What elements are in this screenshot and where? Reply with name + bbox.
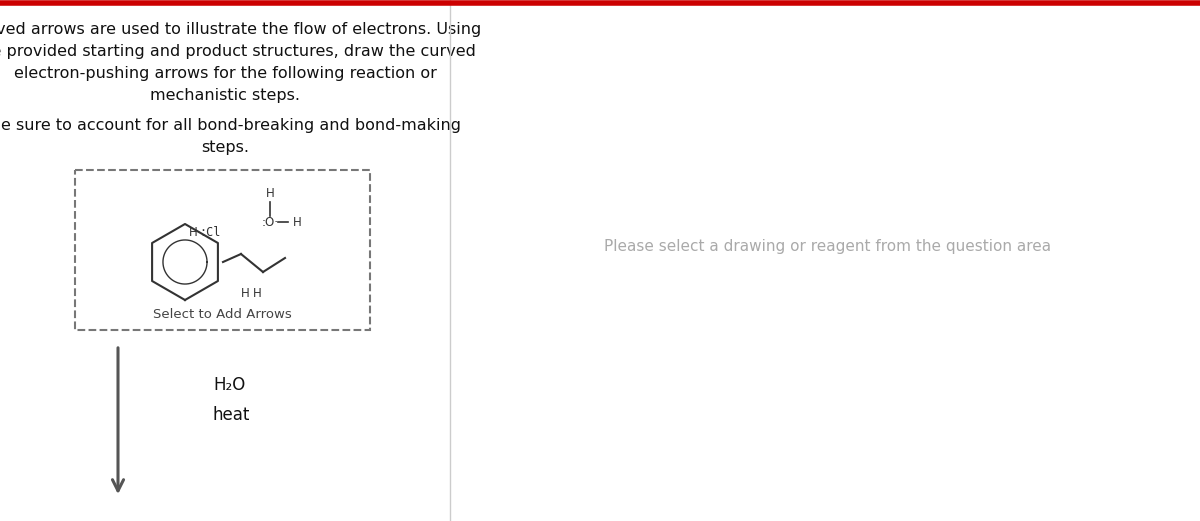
Text: electron-pushing arrows for the following reaction or: electron-pushing arrows for the followin… bbox=[13, 66, 437, 81]
Text: H₂O: H₂O bbox=[214, 376, 245, 394]
Text: :O·: :O· bbox=[262, 216, 278, 229]
Text: Curved arrows are used to illustrate the flow of electrons. Using: Curved arrows are used to illustrate the… bbox=[0, 22, 481, 37]
Text: H: H bbox=[241, 287, 250, 300]
Text: Select to Add Arrows: Select to Add Arrows bbox=[152, 308, 292, 321]
Text: H: H bbox=[190, 226, 198, 239]
Text: H: H bbox=[293, 216, 301, 229]
Text: :Cl: :Cl bbox=[199, 226, 221, 239]
Text: mechanistic steps.: mechanistic steps. bbox=[150, 88, 300, 103]
Text: the provided starting and product structures, draw the curved: the provided starting and product struct… bbox=[0, 44, 475, 59]
Text: steps.: steps. bbox=[202, 140, 250, 155]
Text: Be sure to account for all bond-breaking and bond-making: Be sure to account for all bond-breaking… bbox=[0, 118, 461, 133]
Text: H: H bbox=[253, 287, 262, 300]
Text: H: H bbox=[265, 187, 275, 200]
Text: heat: heat bbox=[214, 406, 251, 424]
Text: ..: .. bbox=[208, 223, 212, 229]
Text: Please select a drawing or reagent from the question area: Please select a drawing or reagent from … bbox=[605, 239, 1051, 254]
